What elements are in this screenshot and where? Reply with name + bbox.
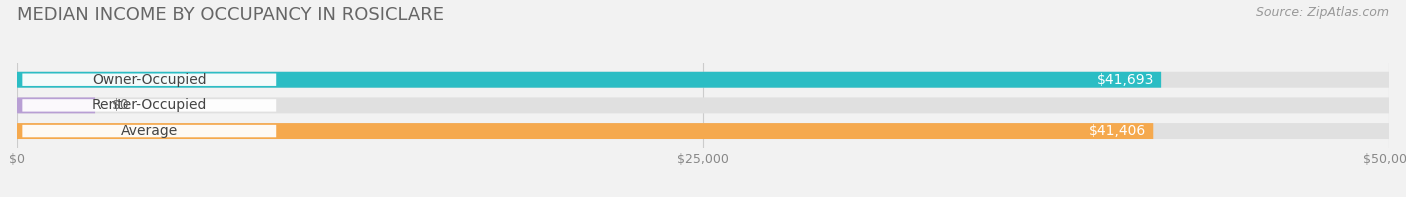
Text: Renter-Occupied: Renter-Occupied [91, 98, 207, 112]
FancyBboxPatch shape [17, 72, 1161, 88]
FancyBboxPatch shape [17, 98, 96, 113]
FancyBboxPatch shape [17, 123, 1389, 139]
FancyBboxPatch shape [17, 98, 1389, 113]
Text: $41,406: $41,406 [1090, 124, 1146, 138]
Text: Average: Average [121, 124, 179, 138]
FancyBboxPatch shape [22, 99, 276, 112]
Text: MEDIAN INCOME BY OCCUPANCY IN ROSICLARE: MEDIAN INCOME BY OCCUPANCY IN ROSICLARE [17, 6, 444, 24]
FancyBboxPatch shape [17, 123, 1153, 139]
Text: Source: ZipAtlas.com: Source: ZipAtlas.com [1256, 6, 1389, 19]
FancyBboxPatch shape [17, 72, 1389, 88]
FancyBboxPatch shape [22, 125, 276, 137]
Text: $41,693: $41,693 [1097, 73, 1154, 87]
FancyBboxPatch shape [22, 73, 276, 86]
Text: $0: $0 [111, 98, 129, 112]
Text: Owner-Occupied: Owner-Occupied [91, 73, 207, 87]
